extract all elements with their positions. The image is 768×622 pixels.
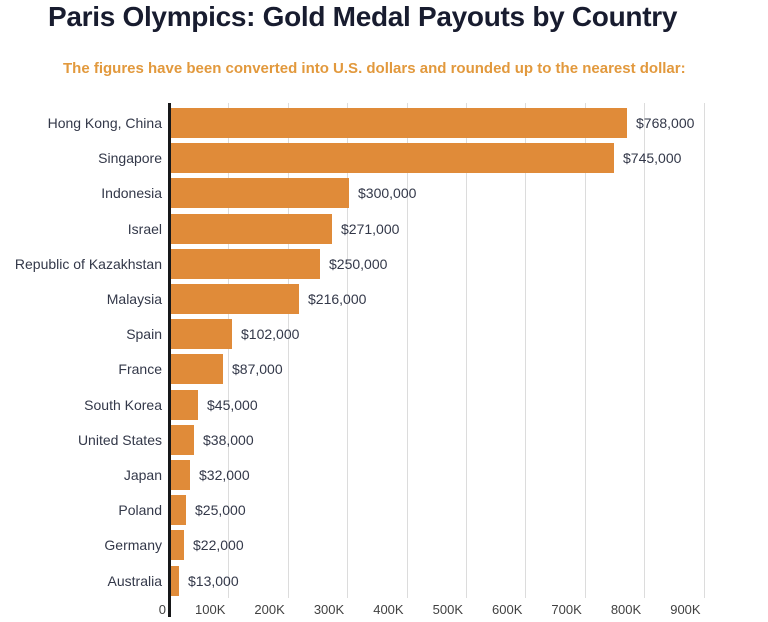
gridline <box>287 103 289 598</box>
value-label: $25,000 <box>195 502 246 518</box>
bar-row: Japan $32,000 <box>0 460 768 490</box>
gridline <box>703 103 705 598</box>
x-axis-tick-label: 300K <box>313 602 345 617</box>
bar-row: Singapore $745,000 <box>0 143 768 173</box>
bar-row: South Korea $45,000 <box>0 390 768 420</box>
bar-row: France $87,000 <box>0 354 768 384</box>
bar-row: Israel $271,000 <box>0 214 768 244</box>
category-label: France <box>118 361 162 377</box>
category-label: South Korea <box>84 397 162 413</box>
bar-row: Spain $102,000 <box>0 319 768 349</box>
bar-row: Germany $22,000 <box>0 530 768 560</box>
bar-row: Republic of Kazakhstan $250,000 <box>0 249 768 279</box>
bar <box>171 530 184 560</box>
category-label: Australia <box>107 573 162 589</box>
bar <box>171 566 179 596</box>
bar <box>171 214 332 244</box>
bar-row: Indonesia $300,000 <box>0 178 768 208</box>
bar <box>171 284 299 314</box>
x-axis-tick-label: 100K <box>195 602 226 617</box>
category-label: Republic of Kazakhstan <box>14 256 162 272</box>
value-label: $300,000 <box>358 185 417 201</box>
gridline <box>347 103 349 598</box>
category-label: Israel <box>127 221 162 237</box>
value-label: $102,000 <box>241 326 300 342</box>
gridline <box>644 103 646 598</box>
value-label: $250,000 <box>329 256 388 272</box>
value-label: $32,000 <box>199 467 250 483</box>
value-label: $271,000 <box>341 221 400 237</box>
x-axis-tick-label: 700K <box>551 602 582 617</box>
bar <box>171 178 349 208</box>
x-axis-tick-label: 200K <box>254 602 285 617</box>
x-axis-tick-label: 400K <box>373 602 404 617</box>
value-label: $87,000 <box>232 361 283 377</box>
bar-row: Australia $13,000 <box>0 566 768 596</box>
x-axis-tick-label: 600K <box>492 602 523 617</box>
x-axis-tick-label: 800K <box>610 602 642 617</box>
bar <box>171 354 223 384</box>
bar <box>171 143 614 173</box>
category-label: Hong Kong, China <box>47 115 162 131</box>
x-axis-tick-label: 0 <box>158 602 166 617</box>
bar-row: Hong Kong, China $768,000 <box>0 108 768 138</box>
bar <box>171 319 232 349</box>
value-label: $13,000 <box>188 573 239 589</box>
category-label: Singapore <box>98 150 162 166</box>
bar-row: United States $38,000 <box>0 425 768 455</box>
category-label: United States <box>77 432 162 448</box>
bar <box>171 460 190 490</box>
gridline <box>406 103 408 598</box>
bar <box>171 108 627 138</box>
value-label: $768,000 <box>636 115 695 131</box>
bar <box>171 249 320 279</box>
value-label: $216,000 <box>308 291 367 307</box>
chart-subtitle: The figures have been converted into U.S… <box>63 60 686 77</box>
category-label: Germany <box>104 537 162 553</box>
category-label: Japan <box>123 467 162 483</box>
chart-title: Paris Olympics: Gold Medal Payouts by Co… <box>48 1 678 32</box>
bar <box>171 495 186 525</box>
gridline <box>525 103 527 598</box>
bar <box>171 390 198 420</box>
gridline <box>466 103 467 598</box>
bar <box>171 425 194 455</box>
value-label: $45,000 <box>207 397 258 413</box>
category-label: Spain <box>126 326 162 342</box>
bar-row: Malaysia $216,000 <box>0 284 768 314</box>
value-label: $38,000 <box>203 432 254 448</box>
gridline <box>228 103 230 598</box>
gridline <box>584 103 586 598</box>
value-label: $22,000 <box>193 537 244 553</box>
x-axis-tick-label: 500K <box>432 602 463 617</box>
value-label: $745,000 <box>623 150 682 166</box>
x-axis-tick-label: 900K <box>670 602 701 617</box>
y-axis-line <box>168 103 171 617</box>
bar-row: Poland $25,000 <box>0 495 768 525</box>
category-label: Indonesia <box>101 185 162 201</box>
category-label: Malaysia <box>106 291 162 307</box>
category-label: Poland <box>118 502 162 518</box>
